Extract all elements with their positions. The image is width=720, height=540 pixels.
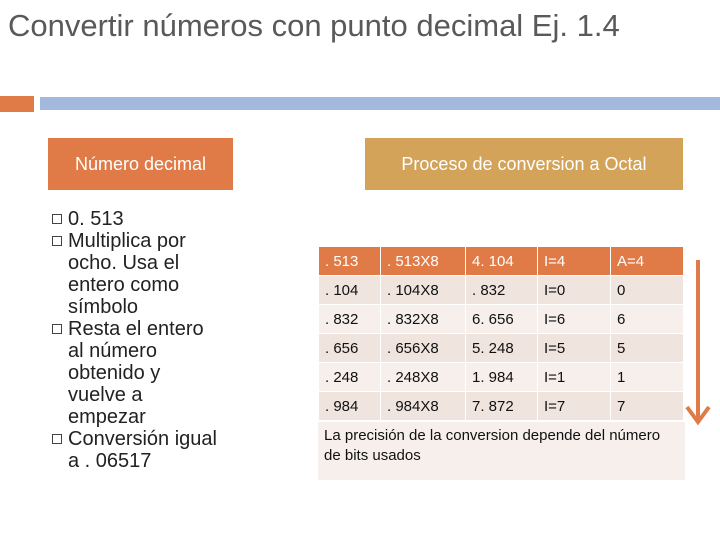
table-cell: 7 <box>610 391 684 421</box>
table-cell: . 248X8 <box>380 362 466 392</box>
down-arrow <box>685 260 711 426</box>
left-header: Número decimal <box>48 138 233 190</box>
title-rule <box>40 97 720 110</box>
right-header: Proceso de conversion a Octal <box>365 138 683 190</box>
table-cell: 6 <box>610 304 684 334</box>
table-cell: . 832 <box>318 304 381 334</box>
table-cell: I=6 <box>537 304 611 334</box>
table-cell: 0 <box>610 275 684 305</box>
table-cell: . 104X8 <box>380 275 466 305</box>
bullet-item: Resta el entero al número obtenido y vue… <box>52 318 218 428</box>
table-cell: . 832 <box>465 275 538 305</box>
table-cell: I=4 <box>537 246 611 276</box>
table-cell: 1 <box>610 362 684 392</box>
table-row: . 248. 248X8 1. 984 I=1 1 <box>318 362 684 392</box>
arrow-head <box>685 405 711 426</box>
bullet-list: 0. 513 Multiplica por ocho. Usa el entero… <box>52 208 282 472</box>
table-cell: . 104 <box>318 275 381 305</box>
table-cell: . 513 <box>318 246 381 276</box>
table-cell: 6. 656 <box>465 304 538 334</box>
table-cell: 1. 984 <box>465 362 538 392</box>
table-cell: . 832X8 <box>380 304 466 334</box>
table-cell: A=4 <box>610 246 684 276</box>
table-cell: 4. 104 <box>465 246 538 276</box>
accent-bar <box>0 96 34 112</box>
table-cell: 7. 872 <box>465 391 538 421</box>
table-cell: . 248 <box>318 362 381 392</box>
table-row: . 513. 513X8 4. 104 I=4 A=4 <box>318 246 684 276</box>
table-cell: I=7 <box>537 391 611 421</box>
table-row: . 104. 104X8. 832 I=0 0 <box>318 275 684 305</box>
bullet-item: 0. 513 <box>52 208 218 230</box>
table-cell: 5 <box>610 333 684 363</box>
table-cell: . 656X8 <box>380 333 466 363</box>
bullet-item: Conversión igual a . 06517 <box>52 428 218 472</box>
table-row: . 656. 656X8 5. 248 I=5 5 <box>318 333 684 363</box>
table-cell: . 984X8 <box>380 391 466 421</box>
table-row: . 984. 984X8 7. 872 I=7 7 <box>318 391 684 421</box>
slide-title: Convertir números con punto decimal Ej. … <box>8 8 620 43</box>
table-cell: 5. 248 <box>465 333 538 363</box>
bullet-item: Multiplica por ocho. Usa el entero como … <box>52 230 218 318</box>
note: La precisión de la conversion depende de… <box>318 422 685 480</box>
table-cell: I=0 <box>537 275 611 305</box>
table-cell: . 984 <box>318 391 381 421</box>
table-cell: . 656 <box>318 333 381 363</box>
conversion-table: . 513. 513X8 4. 104 I=4 A=4. 104. 104X8. 83… <box>318 246 684 421</box>
table-cell: I=5 <box>537 333 611 363</box>
table-row: . 832. 832X8 6. 656 I=6 6 <box>318 304 684 334</box>
table-cell: . 513X8 <box>380 246 466 276</box>
table-cell: I=1 <box>537 362 611 392</box>
